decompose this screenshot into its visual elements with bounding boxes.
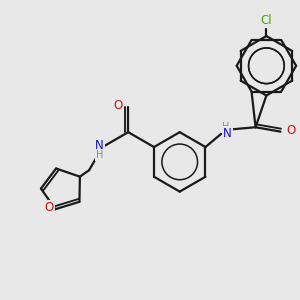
Text: O: O xyxy=(286,124,296,136)
Text: N: N xyxy=(223,127,232,140)
Text: H: H xyxy=(222,122,230,133)
Text: O: O xyxy=(45,201,54,214)
Text: Cl: Cl xyxy=(261,14,272,27)
Text: N: N xyxy=(95,139,104,152)
Text: O: O xyxy=(113,99,122,112)
Text: H: H xyxy=(96,150,103,161)
